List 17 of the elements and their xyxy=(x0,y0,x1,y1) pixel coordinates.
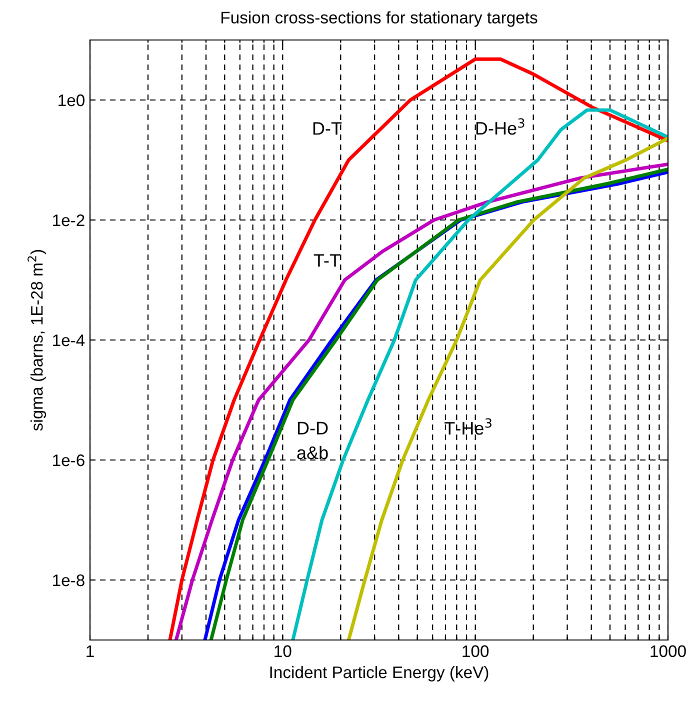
x-tick-label: 1 xyxy=(86,645,94,657)
chart-title: Fusion cross-sections for stationary targets xyxy=(222,11,538,27)
x-axis-title: Incident Particle Energy (keV) xyxy=(270,666,488,682)
y-axis-title: sigma (barns, 1E-28 m$^{2}$) xyxy=(28,250,46,431)
x-tick-label: 100 xyxy=(462,645,489,658)
series-label: D-D a&b xyxy=(297,422,328,460)
y-tick-label: 1e-8 xyxy=(53,574,84,586)
y-tick-label: 1e-2 xyxy=(53,214,84,226)
series-label: T-He$^{3}$ xyxy=(444,418,492,435)
x-tick-label: 1000 xyxy=(650,645,686,658)
series-label: T-T xyxy=(314,254,340,267)
series-label: D-He$^{3}$ xyxy=(476,118,524,135)
y-tick-label: 1e-6 xyxy=(53,454,84,466)
y-tick-label: 1e-4 xyxy=(53,334,85,346)
x-tick-label: 10 xyxy=(274,645,292,658)
series-label: D-T xyxy=(313,122,342,135)
y-tick-label: 1e0 xyxy=(58,94,84,106)
